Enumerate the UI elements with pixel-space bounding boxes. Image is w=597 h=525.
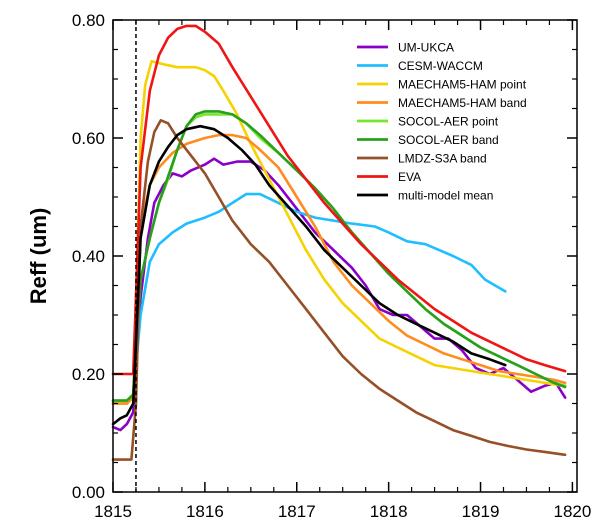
y-axis: 0.00 0.20 0.40 0.60 0.80 bbox=[72, 11, 577, 502]
series-line-0 bbox=[111, 157, 567, 432]
legend-label-3: MAECHAM5-HAM band bbox=[398, 96, 527, 110]
legend-label-1: CESM-WACCM bbox=[398, 59, 483, 73]
legend: UM-UKCA CESM-WACCM MAECHAM5-HAM point MAECH… bbox=[357, 41, 527, 203]
series-line-4 bbox=[111, 113, 567, 402]
legend-label-7: EVA bbox=[398, 170, 421, 184]
y-tick-label: 0.00 bbox=[72, 483, 105, 502]
legend-label-6: LMDZ-S3A band bbox=[398, 152, 487, 166]
y-tick-label: 0.60 bbox=[72, 129, 105, 148]
series-line-7 bbox=[111, 24, 567, 376]
series-line-1 bbox=[111, 192, 507, 405]
x-tick-label: 1820 bbox=[553, 502, 591, 521]
legend-label-5: SOCOL-AER band bbox=[398, 133, 499, 147]
y-axis-title: Reff (um) bbox=[26, 208, 51, 305]
series-line-8 bbox=[111, 124, 507, 426]
series-line-3 bbox=[111, 133, 567, 405]
legend-label-8: multi-model mean bbox=[398, 189, 493, 203]
y-tick-label: 0.20 bbox=[72, 365, 105, 384]
y-tick-label: 0.80 bbox=[72, 11, 105, 30]
y-tick-label: 0.40 bbox=[72, 247, 105, 266]
series-layer bbox=[111, 24, 567, 461]
x-axis: 1815 1816 1817 1818 1819 1820 bbox=[94, 20, 591, 521]
x-tick-label: 1817 bbox=[278, 502, 316, 521]
series-line-2 bbox=[111, 60, 565, 405]
legend-label-4: SOCOL-AER point bbox=[398, 115, 499, 129]
series-line-5 bbox=[111, 110, 567, 402]
x-tick-label: 1818 bbox=[370, 502, 408, 521]
series-line-6 bbox=[111, 119, 567, 461]
legend-label-0: UM-UKCA bbox=[398, 41, 454, 55]
legend-label-2: MAECHAM5-HAM point bbox=[398, 78, 527, 92]
x-tick-label: 1816 bbox=[186, 502, 224, 521]
x-tick-label: 1815 bbox=[94, 502, 132, 521]
x-tick-label: 1819 bbox=[462, 502, 500, 521]
